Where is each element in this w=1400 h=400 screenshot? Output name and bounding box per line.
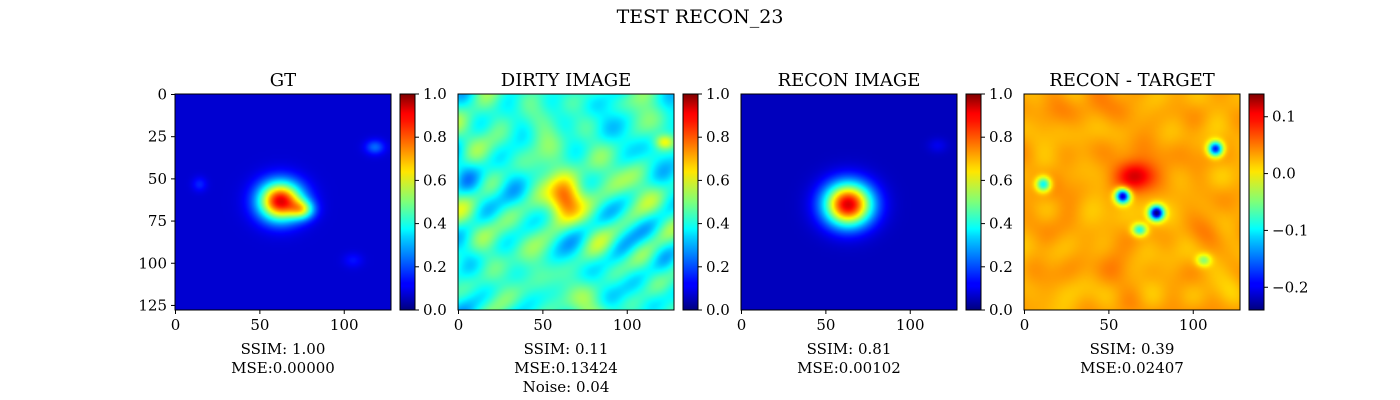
colorbar (682, 93, 699, 311)
axes-frame (740, 93, 958, 311)
metric-caption: MSE:0.00102 (797, 359, 901, 377)
colorbar-tick-label: 0.2 (423, 258, 447, 276)
metric-caption: SSIM: 0.81 (807, 340, 892, 358)
panel-1: GT 0 50 100 0 25 50 75 100 125 0.0 0.2 0.4 0.6 0.8 1.0 S… (138, 70, 447, 377)
panel-2: DIRTY IMAGE 0 50 100 0.0 0.2 0.4 0.6 0.8 1.0 SSIM:… (454, 70, 730, 396)
panel-title: GT (270, 70, 296, 91)
colorbar (1248, 93, 1265, 311)
colorbar (965, 93, 982, 311)
colorbar-tick-label: 0.8 (423, 128, 447, 146)
heatmap-image (458, 94, 674, 310)
colorbar-tick-label: 0.0 (1272, 165, 1296, 183)
metric-caption: SSIM: 0.11 (524, 340, 609, 358)
x-tick-label: 50 (533, 316, 552, 334)
metric-caption: MSE:0.00000 (231, 359, 335, 377)
x-tick-label: 0 (1020, 316, 1030, 334)
colorbar-tick-label: 0.2 (989, 258, 1013, 276)
colorbar-tick-label: 0.8 (706, 128, 730, 146)
colorbar-tick-label: 0.4 (989, 215, 1013, 233)
metric-caption: Noise: 0.04 (523, 378, 610, 396)
panel-4: RECON - TARGET 0 50 100 −0.2 −0.1 0.0 0.1 SSIM: … (1020, 70, 1309, 377)
x-tick-label: 100 (1179, 316, 1208, 334)
axes-frame (174, 93, 392, 311)
y-tick-label: 125 (138, 296, 167, 314)
y-tick-label: 75 (148, 212, 167, 230)
colorbar-tick-label: −0.1 (1272, 221, 1308, 239)
colorbar-tick-label: 0.0 (423, 301, 447, 319)
y-tick-label: 0 (157, 86, 167, 104)
x-tick-label: 100 (613, 316, 642, 334)
panel-title: RECON - TARGET (1049, 70, 1215, 91)
x-tick-label: 0 (171, 316, 181, 334)
colorbar-tick-label: 0.4 (423, 215, 447, 233)
colorbar-tick-label: 0.2 (706, 258, 730, 276)
x-tick-label: 50 (816, 316, 835, 334)
y-tick-label: 100 (138, 254, 167, 272)
axes-frame (1023, 93, 1241, 311)
x-tick-label: 0 (737, 316, 747, 334)
colorbar-tick-label: 0.8 (989, 128, 1013, 146)
metric-caption: MSE:0.13424 (514, 359, 618, 377)
metric-caption: SSIM: 0.39 (1090, 340, 1175, 358)
heatmap-image (1024, 94, 1240, 310)
x-tick-label: 0 (454, 316, 464, 334)
panel-title: DIRTY IMAGE (501, 70, 631, 91)
colorbar-tick-label: 0.0 (706, 301, 730, 319)
colorbar-tick-label: 0.6 (423, 171, 447, 189)
x-tick-label: 100 (330, 316, 359, 334)
colorbar-tick-label: 0.1 (1272, 108, 1296, 126)
heatmap-image (175, 94, 391, 310)
x-tick-label: 100 (896, 316, 925, 334)
y-tick-label: 25 (148, 128, 167, 146)
x-tick-label: 50 (1099, 316, 1118, 334)
colorbar-tick-label: 0.6 (989, 171, 1013, 189)
colorbar-tick-label: 0.0 (989, 301, 1013, 319)
colorbar (399, 93, 416, 311)
colorbar-tick-label: 0.6 (706, 171, 730, 189)
heatmap-image (741, 94, 957, 310)
colorbar-tick-label: −0.2 (1272, 278, 1308, 296)
colorbar-tick-label: 1.0 (989, 85, 1013, 103)
colorbar-tick-label: 1.0 (423, 85, 447, 103)
panel-3: RECON IMAGE 0 50 100 0.0 0.2 0.4 0.6 0.8 1.0 SSIM:… (737, 70, 1013, 377)
figure-title: TEST RECON_23 (617, 6, 784, 28)
colorbar-tick-label: 1.0 (706, 85, 730, 103)
x-tick-label: 50 (250, 316, 269, 334)
panel-title: RECON IMAGE (778, 70, 921, 91)
metric-caption: MSE:0.02407 (1080, 359, 1184, 377)
y-tick-label: 50 (148, 170, 167, 188)
colorbar-tick-label: 0.4 (706, 215, 730, 233)
axes-frame (457, 93, 675, 311)
metric-caption: SSIM: 1.00 (241, 340, 326, 358)
